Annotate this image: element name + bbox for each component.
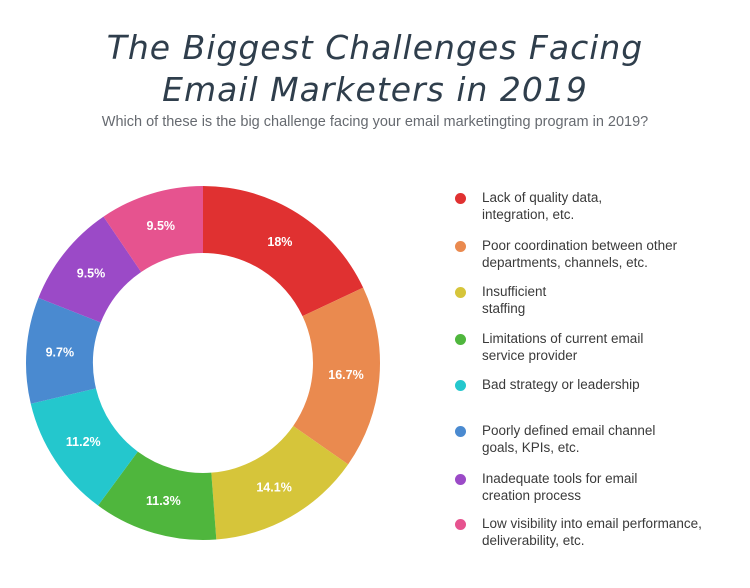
legend-dot-icon: [455, 380, 466, 391]
slice-tools: [38, 216, 142, 323]
legend-label: Inadequate tools for email creation proc…: [482, 471, 638, 503]
slice-label-tools: 9.5%: [77, 266, 106, 280]
slice-quality-data: [203, 186, 364, 317]
chart-subtitle: Which of these is the big challenge faci…: [101, 114, 649, 130]
legend-dot-icon: [455, 193, 466, 204]
slice-esp-limitations: [98, 451, 217, 541]
slice-coordination: [293, 287, 380, 465]
legend-dot-icon: [455, 334, 466, 345]
chart-title-line-1: The Biggest Challenges Facing: [106, 28, 644, 67]
slice-label-kpis: 9.7%: [46, 346, 75, 360]
legend-dot-icon: [455, 241, 466, 252]
slice-label-coordination: 16.7%: [328, 368, 363, 382]
legend-dot-icon: [455, 426, 466, 437]
legend-label: Poor coordination between other departme…: [482, 238, 678, 270]
slice-label-staffing: 14.1%: [256, 481, 291, 495]
slice-visibility: [103, 186, 203, 273]
slice-label-visibility: 9.5%: [147, 219, 176, 233]
legend-label: Limitations of current email service pro…: [482, 331, 644, 363]
slice-label-quality-data: 18%: [267, 235, 292, 249]
legend-dot-icon: [455, 519, 466, 530]
slice-kpis: [26, 297, 101, 404]
donut-chart: 18% 16.7% 14.1% 11.3% 11.2% 9.7% 9.5% 9.5%: [26, 186, 380, 541]
legend-dot-icon: [455, 474, 466, 485]
chart-title-line-2: Email Marketers in 2019: [162, 70, 588, 109]
slice-strategy: [30, 388, 138, 506]
legend-label: Low visibility into email performance, d…: [482, 516, 702, 548]
legend-label: Bad strategy or leadership: [482, 377, 640, 392]
legend-label: Lack of quality data, integration, etc.: [482, 190, 603, 222]
slice-label-strategy: 11.2%: [66, 435, 101, 449]
slice-staffing: [211, 425, 349, 540]
legend-label: Poorly defined email channel goals, KPIs…: [482, 423, 656, 455]
legend-label: Insufficient staffing: [482, 284, 547, 316]
legend-dot-icon: [455, 287, 466, 298]
slice-label-esp-limitations: 11.3%: [146, 494, 181, 508]
